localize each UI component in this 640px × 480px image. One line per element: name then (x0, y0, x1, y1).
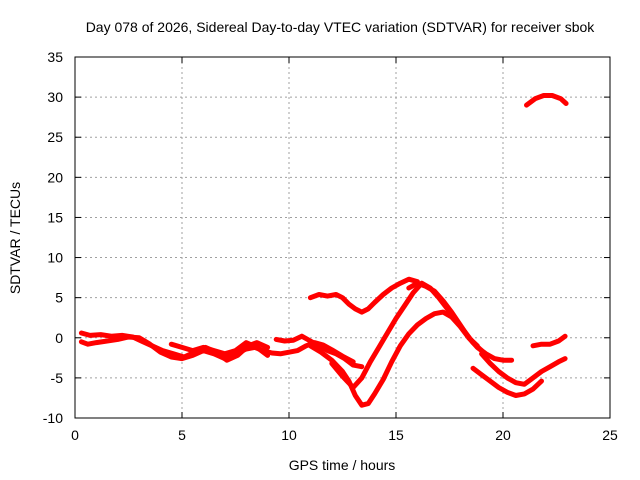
x-tick-label: 20 (495, 427, 511, 443)
y-tick-label: -5 (51, 370, 64, 386)
y-tick-label: 5 (55, 290, 63, 306)
y-tick-label: 15 (47, 209, 63, 225)
series-line-s4 (273, 333, 365, 370)
series-line-s9 (470, 365, 544, 398)
x-tick-label: 5 (178, 427, 186, 443)
y-tick-label: 30 (47, 89, 63, 105)
y-tick-label: 20 (47, 169, 63, 185)
series-line-s5 (307, 276, 420, 315)
series-line-s10 (479, 351, 568, 387)
x-tick-label: 10 (281, 427, 297, 443)
y-tick-label: -10 (43, 410, 63, 426)
y-tick-label: 0 (55, 330, 63, 346)
chart-title: Day 078 of 2026, Sidereal Day-to-day VTE… (86, 19, 596, 35)
series-line-s11 (530, 333, 568, 349)
series-line-s8 (406, 280, 515, 363)
y-tick-label: 10 (47, 250, 63, 266)
plot-frame (74, 56, 611, 419)
y-tick-label: 35 (47, 49, 63, 65)
series-line-s6 (307, 309, 480, 408)
y-tick-label: 25 (47, 129, 63, 145)
y-axis-label: SDTVAR / TECUs (7, 182, 23, 294)
x-tick-label: 0 (71, 427, 79, 443)
x-tick-label: 25 (602, 427, 618, 443)
x-axis-label: GPS time / hours (289, 457, 396, 473)
grid-lines (75, 57, 610, 418)
series-line-s3 (168, 340, 271, 358)
x-tick-label: 15 (388, 427, 404, 443)
series-line-s2 (78, 330, 271, 363)
axis-ticks: 0 5 10 15 20 25 -10 -5 0 5 10 15 20 25 30 35 (43, 49, 618, 443)
series-traces (78, 93, 569, 408)
series-line-s12 (524, 93, 569, 108)
